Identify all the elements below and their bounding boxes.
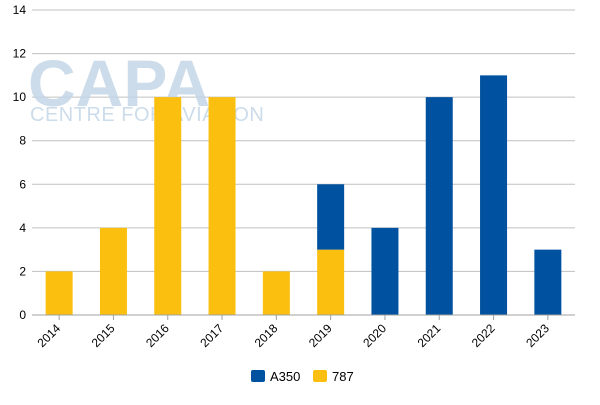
legend-swatch <box>313 370 327 382</box>
bar-a350-2023[interactable] <box>534 249 562 315</box>
bar-787-2019[interactable] <box>317 249 345 315</box>
y-tick-label: 12 <box>13 47 27 61</box>
legend-item-787[interactable]: 787 <box>313 369 354 384</box>
legend-label: 787 <box>332 369 354 384</box>
y-tick-label: 8 <box>19 134 26 148</box>
watermark-tagline: CENTRE FOR AVIATION <box>30 104 264 126</box>
x-tick-label: 2023 <box>523 321 552 350</box>
x-tick-label: 2016 <box>143 321 172 350</box>
y-tick-label: 6 <box>19 177 26 191</box>
bar-787-2017[interactable] <box>208 97 236 316</box>
bar-787-2014[interactable] <box>45 271 73 315</box>
y-tick-label: 14 <box>13 3 27 17</box>
x-tick-label: 2018 <box>252 321 281 350</box>
bar-a350-2021[interactable] <box>425 97 453 316</box>
legend-swatch <box>251 370 265 382</box>
x-tick-label: 2017 <box>197 321 226 350</box>
x-tick-label: 2022 <box>469 321 498 350</box>
y-tick-label: 10 <box>13 90 27 104</box>
x-tick-label: 2015 <box>89 321 118 350</box>
y-tick-label: 0 <box>19 308 26 322</box>
bar-787-2015[interactable] <box>99 227 127 315</box>
bar-787-2018[interactable] <box>262 271 290 315</box>
bar-787-2016[interactable] <box>154 97 182 316</box>
y-tick-label: 2 <box>19 264 26 278</box>
bar-a350-2020[interactable] <box>371 227 399 315</box>
x-tick-label: 2020 <box>360 321 389 350</box>
bar-a350-2019[interactable] <box>317 184 345 250</box>
x-tick-label: 2014 <box>34 321 63 350</box>
bars <box>45 75 562 316</box>
x-tick-label: 2019 <box>306 321 335 350</box>
legend-item-a350[interactable]: A350 <box>251 369 300 384</box>
y-tick-label: 4 <box>19 221 26 235</box>
legend[interactable]: A350 787 <box>251 369 354 384</box>
legend-label: A350 <box>270 369 300 384</box>
x-tick-label: 2021 <box>415 321 444 350</box>
bar-a350-2022[interactable] <box>480 75 508 315</box>
